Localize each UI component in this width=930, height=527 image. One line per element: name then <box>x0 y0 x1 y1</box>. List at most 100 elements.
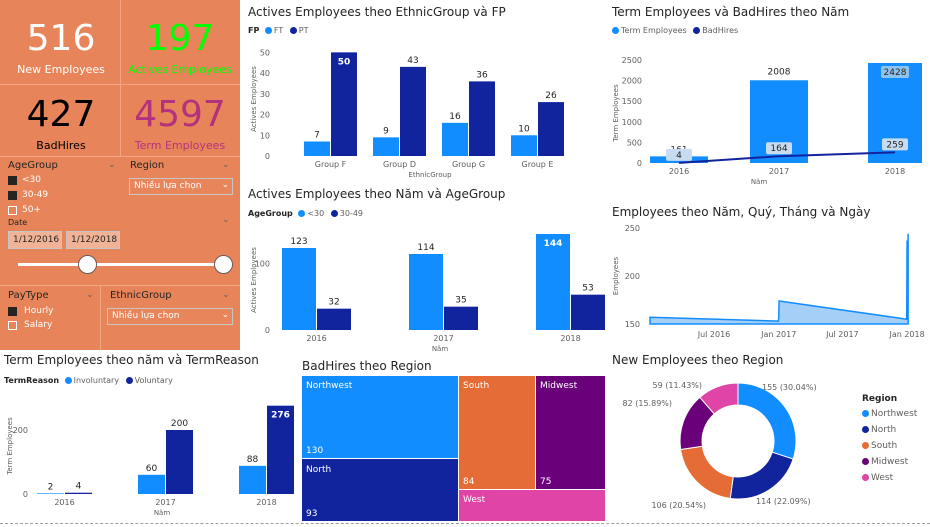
employees-area[interactable] <box>649 233 909 325</box>
legend-item-involuntary[interactable]: Involuntary <box>64 376 119 385</box>
legend-item-south[interactable]: South <box>862 441 917 451</box>
data-label: 26 <box>545 91 557 101</box>
bar[interactable] <box>444 306 478 330</box>
legend-item-pt[interactable]: PT <box>289 26 309 35</box>
data-label: 7 <box>314 130 320 140</box>
data-label: 32 <box>328 298 339 308</box>
legend-item-northwest[interactable]: Northwest <box>862 409 917 419</box>
bar[interactable] <box>138 474 165 494</box>
x-tick-label: Group G <box>452 160 485 169</box>
treemap-cell-south[interactable]: South 84 <box>459 376 535 489</box>
data-label: 144 <box>544 239 563 249</box>
bar[interactable] <box>538 102 564 156</box>
legend-item-west[interactable]: West <box>862 473 917 483</box>
y-tick-label: 250 <box>625 224 640 233</box>
donut-legend: Region Northwest North South Midwest Wes… <box>862 394 917 489</box>
agegroup-checkbox-2[interactable] <box>8 191 17 200</box>
x-tick-label: Jul 2016 <box>697 330 731 339</box>
region-dropdown[interactable]: Nhiều lựa chọn ⌄ <box>129 178 233 195</box>
kpi-term-employees-label: Term Employees <box>134 139 226 152</box>
slice-label: 82 (15.89%) <box>623 399 672 408</box>
x-axis-label: Năm <box>154 509 171 517</box>
bar[interactable] <box>400 66 426 156</box>
treemap-cell-midwest[interactable]: Midwest 75 <box>536 376 605 489</box>
data-label: 53 <box>582 284 593 294</box>
data-label: 60 <box>146 464 158 474</box>
paytype-checkbox-2[interactable] <box>8 321 17 330</box>
treemap-cell-west[interactable]: West <box>459 490 605 521</box>
data-label-bg <box>882 138 908 151</box>
x-tick-label: 2017 <box>155 498 175 507</box>
legend-item-voluntary[interactable]: Voluntary <box>125 376 173 385</box>
treemap-value-midwest: 75 <box>540 477 552 487</box>
date-slider-start-handle[interactable] <box>78 255 97 274</box>
kpi-new-employees-label: New Employees <box>17 63 105 76</box>
paytype-slicer-title: PayType <box>8 290 49 301</box>
date-slider-track[interactable] <box>18 263 224 266</box>
bar[interactable] <box>304 141 330 156</box>
region-dropdown-value: Nhiều lựa chọn <box>134 181 202 191</box>
data-label-bg <box>881 65 909 78</box>
donut-slice[interactable] <box>699 382 739 415</box>
legend-item-30-49[interactable]: 30-49 <box>330 209 363 218</box>
agegroup-slicer-title: AgeGroup <box>8 160 58 171</box>
donut-slice[interactable] <box>680 445 734 500</box>
treemap-value-north: 93 <box>306 509 318 519</box>
bar[interactable] <box>267 405 294 494</box>
treemap-cell-northwest[interactable]: Northwest 130 <box>302 376 458 458</box>
data-label: 259 <box>886 140 903 150</box>
bar[interactable] <box>373 137 399 156</box>
bar[interactable] <box>331 52 357 157</box>
legend-item-lt30[interactable]: <30 <box>298 209 324 218</box>
chevron-down-icon[interactable]: ⌄ <box>222 160 230 170</box>
kpi-bad-hires: 427 BadHires <box>0 84 122 156</box>
region-slicer-title: Region <box>130 160 165 171</box>
kpi-term-employees-value: 4597 <box>134 94 226 135</box>
bar[interactable] <box>409 254 443 330</box>
x-tick-label: Group E <box>522 160 554 169</box>
donut-slice[interactable] <box>729 451 794 500</box>
data-label: 88 <box>247 455 259 465</box>
legend-item-badhires[interactable]: BadHires <box>693 26 738 35</box>
bar[interactable] <box>239 465 266 494</box>
donut-slice[interactable] <box>737 382 797 460</box>
treemap-cell-north[interactable]: North 93 <box>302 459 458 521</box>
bar[interactable] <box>65 492 92 494</box>
bar[interactable] <box>166 430 193 494</box>
badhires-line[interactable] <box>678 151 896 164</box>
legend-item-midwest[interactable]: Midwest <box>862 457 917 467</box>
date-slider-end-handle[interactable] <box>214 255 233 274</box>
bar[interactable] <box>571 294 605 330</box>
new-by-region-chart: 155 (30.04%) 114 (22.09%) 106 (20.54%) 82 (… <box>623 381 817 510</box>
y-tick-label: 0 <box>265 326 270 335</box>
bar[interactable] <box>536 234 570 330</box>
agegroup-checkbox-1[interactable] <box>8 176 17 185</box>
bar[interactable] <box>442 122 468 156</box>
bar[interactable] <box>282 248 316 330</box>
data-label: 200 <box>171 419 188 429</box>
date-start-input[interactable]: 1/12/2016 <box>8 231 62 249</box>
bar[interactable] <box>511 135 537 156</box>
chevron-down-icon[interactable]: ⌄ <box>108 160 116 170</box>
ethnicgroup-dropdown[interactable]: Nhiều lựa chọn ⌄ <box>107 308 233 325</box>
term-reason-legend-title: TermReason <box>4 376 60 385</box>
chevron-down-icon[interactable]: ⌄ <box>86 290 94 300</box>
bar[interactable] <box>37 493 64 494</box>
agegroup-label-2: 30-49 <box>22 190 49 200</box>
date-end-input[interactable]: 1/12/2018 <box>66 231 120 249</box>
paytype-checkbox-1[interactable] <box>8 307 17 316</box>
legend-item-north[interactable]: North <box>862 425 917 435</box>
legend-item-ft[interactable]: FT <box>264 26 283 35</box>
bar[interactable] <box>317 308 351 330</box>
y-tick-label: 10 <box>260 131 270 140</box>
bar[interactable] <box>469 81 495 156</box>
x-tick-label: 2016 <box>306 334 326 343</box>
chevron-down-icon[interactable]: ⌄ <box>222 290 230 300</box>
chevron-down-icon[interactable]: ⌄ <box>222 215 230 225</box>
legend-item-term[interactable]: Term Employees <box>612 26 687 35</box>
agegroup-checkbox-3[interactable] <box>8 206 17 215</box>
y-axis-label: Actives Employees <box>250 66 258 132</box>
year-age-legend-title: AgeGroup <box>248 209 293 218</box>
x-tick-label: 2018 <box>256 498 276 507</box>
